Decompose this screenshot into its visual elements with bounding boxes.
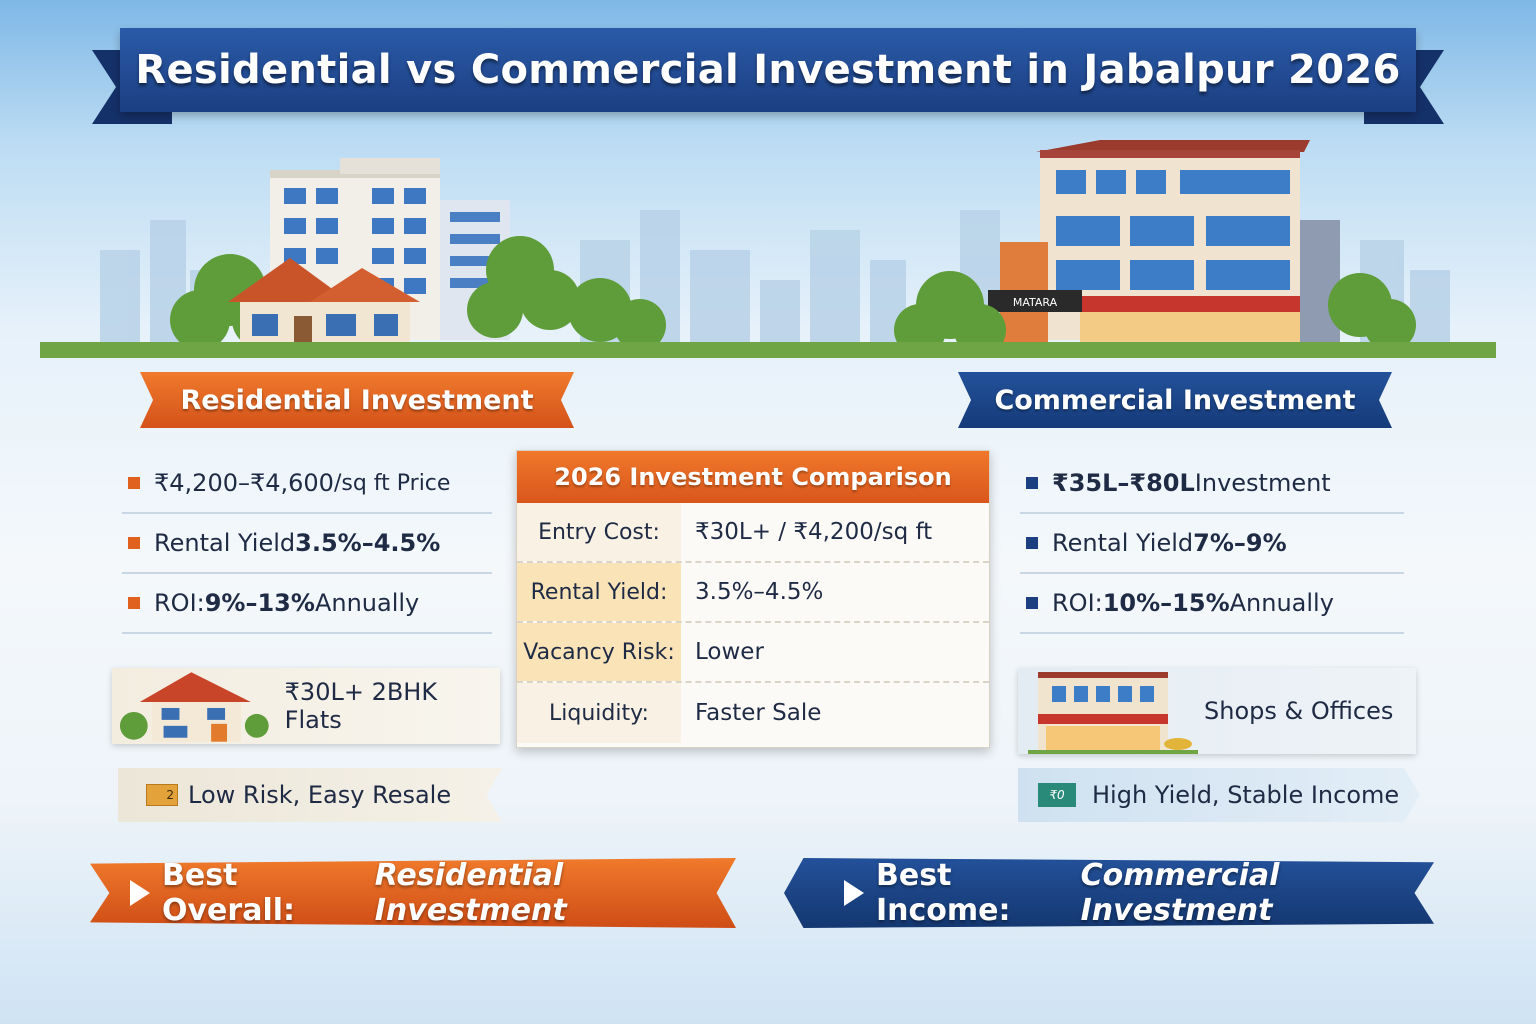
title-ribbon: Residential vs Commercial Investment in … [92,28,1444,128]
house-icon [119,672,269,742]
table-row: Entry Cost: ₹30L+ / ₹4,200/sq ft [517,503,989,563]
bullet-lead: ₹35L–₹80L [1052,469,1195,497]
bullet-value: 9%–13% [204,589,315,617]
shop-icon [1028,672,1198,754]
title-banner: Residential vs Commercial Investment in … [120,28,1416,112]
shop-sign: MATARA [1013,296,1058,309]
bullet-rest: Investment [1194,469,1331,497]
list-item: ₹35L–₹80L Investment [1020,454,1404,514]
bullet-lead: ROI: [154,589,205,617]
table-row: Liquidity: Faster Sale [517,683,989,743]
comparison-table: 2026 Investment Comparison Entry Cost: ₹… [516,450,990,748]
bullet-lead: ₹4,200–₹4,600 [154,469,334,497]
bullet-value: 3.5%–4.5% [295,529,441,557]
row-key: Vacancy Risk: [517,623,681,681]
tag-label: Low Risk, Easy Resale [188,781,452,809]
residential-flats-card: ₹30L+ 2BHK Flats [112,668,500,744]
bullet-value: 10%–15% [1102,589,1230,617]
bullet-rest: Annually [314,589,420,617]
bullet-lead: Rental Yield [154,529,296,557]
residential-heading-ribbon: Residential Investment [140,372,574,428]
commercial-yield-tag: ₹0 High Yield, Stable Income [1018,768,1420,822]
comparison-heading: 2026 Investment Comparison [517,451,989,503]
bullet-value: 7%–9% [1193,529,1287,557]
list-item: ₹4,200–₹4,600/sq ft Price [122,454,492,514]
card-label: Shops & Offices [1204,697,1394,725]
banner-lead: Best Income: [876,858,1011,928]
bullet-square-icon [1026,477,1038,489]
list-item: Rental Yield 3.5%–4.5% [122,514,492,574]
row-value: Faster Sale [695,700,822,726]
best-overall-banner: Best Overall: Residential Investment [90,858,736,928]
bullet-lead: ROI: [1052,589,1103,617]
page-title: Residential vs Commercial Investment in … [135,47,1401,93]
list-item: ROI: 10%–15% Annually [1020,574,1404,634]
tag-label: High Yield, Stable Income [1092,781,1400,809]
row-value: 3.5%–4.5% [695,579,824,605]
bullet-square-icon [128,537,140,549]
list-item: Rental Yield 7%–9% [1020,514,1404,574]
card-label: ₹30L+ 2BHK Flats [284,678,438,734]
residential-bullet-list: ₹4,200–₹4,600/sq ft Price Rental Yield 3… [122,454,492,634]
commercial-bullet-list: ₹35L–₹80L Investment Rental Yield 7%–9% … [1020,454,1404,634]
play-arrow-icon [130,880,150,906]
commercial-heading: Commercial Investment [994,384,1356,416]
banner-lead: Best Overall: [162,858,296,928]
bullet-lead: Rental Yield [1052,529,1194,557]
commercial-shops-card: Shops & Offices [1018,668,1416,754]
residential-house [228,258,420,350]
row-key: Rental Yield: [517,563,681,621]
bullet-square-icon [128,477,140,489]
banner-emphasis: Commercial Investment [1080,858,1280,928]
best-income-banner: Best Income: Commercial Investment [784,858,1434,928]
table-row: Vacancy Risk: Lower [517,623,989,683]
residential-risk-tag: 2 Low Risk, Easy Resale [118,768,502,822]
row-key: Entry Cost: [517,503,681,561]
residential-heading: Residential Investment [180,384,534,416]
banner-emphasis: Residential Investment [374,858,567,928]
bullet-rest: Annually [1229,589,1334,617]
row-value: ₹30L+ / ₹4,200/sq ft [695,519,933,545]
list-item: ROI: 9%–13% Annually [122,574,492,634]
bullet-square-icon [1026,597,1038,609]
commercial-heading-ribbon: Commercial Investment [958,372,1392,428]
play-arrow-icon [844,880,864,906]
bullet-rest: /sq ft Price [333,470,451,496]
row-key: Liquidity: [517,683,681,743]
row-value: Lower [695,639,764,665]
table-row: Rental Yield: 3.5%–4.5% [517,563,989,623]
commercial-building: MATARA [988,140,1340,350]
money-icon: 2 [146,784,178,806]
bullet-square-icon [128,597,140,609]
bullet-square-icon [1026,537,1038,549]
city-skyline-illustration: MATARA [40,140,1496,358]
cash-icon: ₹0 [1038,783,1076,807]
